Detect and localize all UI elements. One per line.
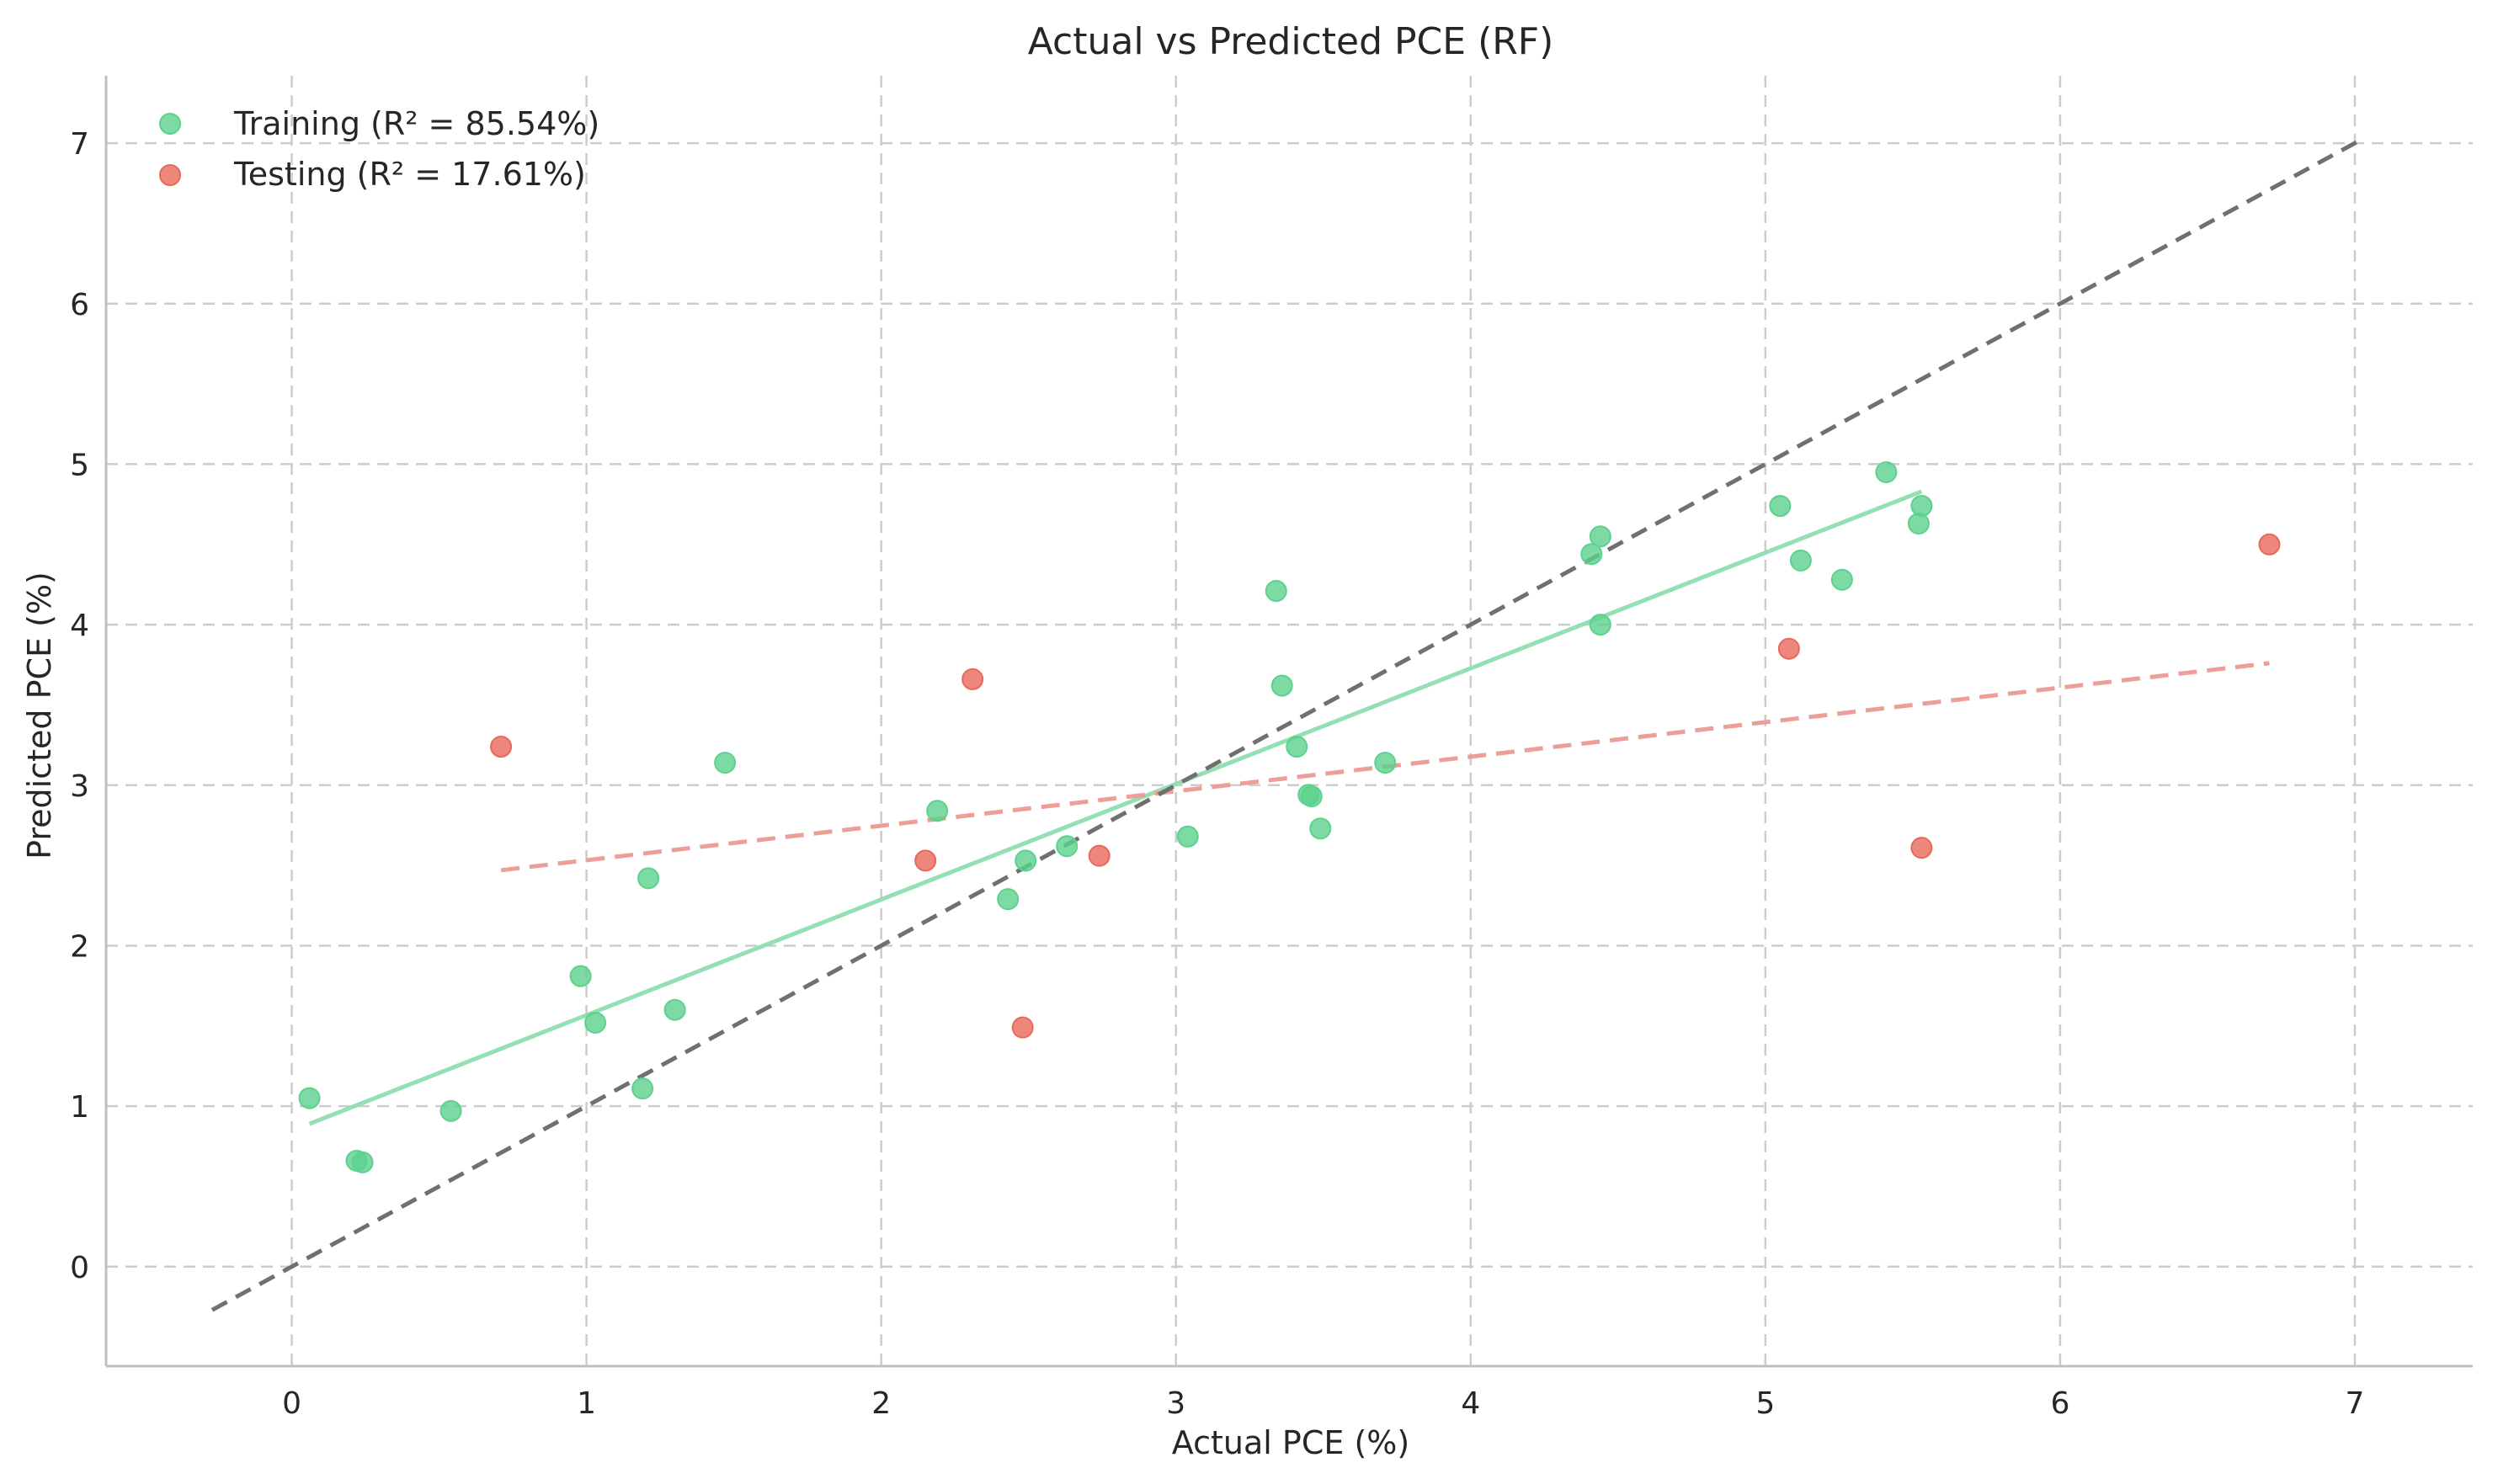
training-point bbox=[1015, 849, 1037, 872]
testing-point bbox=[1910, 837, 1933, 859]
training-point bbox=[1589, 525, 1611, 548]
training-point bbox=[1176, 825, 1199, 848]
training-point bbox=[926, 800, 949, 822]
training-point bbox=[351, 1151, 374, 1173]
legend-marker-testing bbox=[159, 164, 181, 186]
x-tick-label: 4 bbox=[1461, 1386, 1480, 1421]
training-point bbox=[584, 1011, 607, 1034]
x-axis-ticks: 0 1 2 3 4 5 6 7 bbox=[282, 1386, 2364, 1421]
x-tick-label: 6 bbox=[2050, 1386, 2069, 1421]
y-tick-label: 5 bbox=[70, 448, 89, 482]
legend-label-training: Training (R² = 85.54%) bbox=[233, 105, 599, 142]
training-point bbox=[1580, 543, 1603, 566]
training-point bbox=[1769, 495, 1792, 517]
ideal-reference-line bbox=[210, 136, 2365, 1312]
training-point bbox=[1374, 752, 1397, 774]
training-point bbox=[1309, 817, 1332, 840]
x-tick-label: 5 bbox=[1755, 1386, 1775, 1421]
x-axis-label: Actual PCE (%) bbox=[1172, 1424, 1409, 1461]
y-tick-label: 7 bbox=[70, 127, 89, 162]
testing-point bbox=[961, 668, 984, 690]
training-point bbox=[631, 1077, 654, 1100]
training-point bbox=[997, 888, 1020, 911]
training-point bbox=[1286, 736, 1308, 758]
testing-point bbox=[490, 736, 513, 758]
testing-point bbox=[2258, 533, 2281, 556]
training-point bbox=[1056, 835, 1079, 858]
y-axis-ticks: 0 1 2 3 4 5 6 7 bbox=[70, 127, 89, 1285]
training-point bbox=[637, 867, 660, 890]
axes-spines bbox=[104, 76, 2473, 1368]
training-point bbox=[1910, 495, 1933, 517]
training-point bbox=[714, 752, 737, 774]
legend-marker-training bbox=[159, 113, 181, 135]
x-tick-label: 2 bbox=[871, 1386, 891, 1421]
training-point bbox=[663, 998, 686, 1021]
training-point bbox=[1789, 549, 1812, 572]
training-point bbox=[1270, 674, 1293, 697]
chart-title: Actual vs Predicted PCE (RF) bbox=[1028, 20, 1554, 63]
training-fit-line bbox=[308, 489, 1923, 1126]
testing-point bbox=[1777, 637, 1800, 660]
testing-point bbox=[1088, 844, 1111, 867]
x-tick-label: 3 bbox=[1166, 1386, 1185, 1421]
y-tick-label: 1 bbox=[70, 1090, 89, 1125]
testing-point bbox=[1011, 1016, 1034, 1039]
data-points bbox=[298, 460, 2281, 1173]
y-tick-label: 0 bbox=[70, 1251, 89, 1285]
training-point bbox=[1830, 568, 1853, 591]
testing-point bbox=[914, 849, 937, 872]
y-tick-label: 6 bbox=[70, 288, 89, 322]
training-point bbox=[1265, 580, 1287, 603]
x-tick-label: 1 bbox=[577, 1386, 596, 1421]
training-point bbox=[1875, 460, 1898, 483]
training-point bbox=[1589, 614, 1611, 636]
training-point bbox=[1300, 785, 1323, 808]
y-axis-label: Predicted PCE (%) bbox=[21, 572, 58, 859]
y-tick-label: 4 bbox=[70, 609, 89, 643]
y-tick-label: 3 bbox=[70, 769, 89, 804]
legend: Training (R² = 85.54%) Testing (R² = 17.… bbox=[159, 105, 599, 193]
y-tick-label: 2 bbox=[70, 929, 89, 964]
x-tick-label: 0 bbox=[282, 1386, 301, 1421]
training-point bbox=[298, 1087, 321, 1109]
x-tick-label: 7 bbox=[2346, 1386, 2365, 1421]
training-point bbox=[439, 1099, 462, 1122]
training-point bbox=[1907, 512, 1930, 535]
training-point bbox=[569, 965, 592, 987]
legend-label-testing: Testing (R² = 17.61%) bbox=[233, 156, 586, 193]
